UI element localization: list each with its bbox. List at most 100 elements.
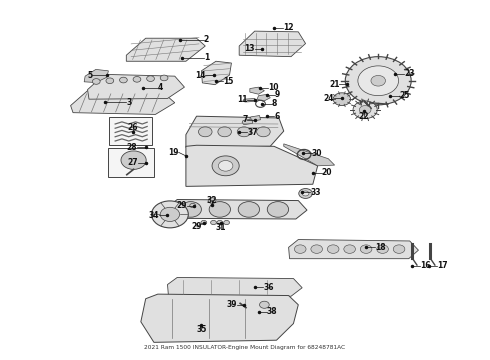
Polygon shape [250,116,261,121]
Circle shape [353,101,377,119]
Text: 30: 30 [312,149,322,158]
Text: 2: 2 [204,36,209,45]
Text: 15: 15 [223,77,234,86]
Circle shape [345,57,411,105]
Bar [108,148,154,177]
Text: 29: 29 [176,201,187,210]
Text: 32: 32 [207,196,217,205]
Circle shape [377,245,389,253]
Circle shape [333,93,351,105]
Polygon shape [88,75,184,99]
Circle shape [190,203,196,208]
Circle shape [237,127,251,137]
Text: 10: 10 [268,84,279,93]
Circle shape [208,198,216,203]
Polygon shape [257,94,270,101]
Polygon shape [289,239,418,259]
Circle shape [201,220,207,225]
Circle shape [393,245,405,253]
Text: 22: 22 [359,112,369,121]
Circle shape [160,75,168,81]
Text: 35: 35 [196,325,207,334]
Text: 19: 19 [168,148,179,157]
Text: 34: 34 [148,211,159,220]
Text: 13: 13 [244,44,255,53]
Circle shape [151,201,188,228]
Circle shape [257,127,270,137]
Text: 33: 33 [310,188,321,197]
Circle shape [217,220,223,225]
Circle shape [121,151,146,169]
Circle shape [223,220,229,225]
Text: 16: 16 [420,261,431,270]
Circle shape [160,207,180,221]
Circle shape [302,191,309,196]
Circle shape [358,66,398,96]
Text: 14: 14 [195,71,205,80]
Text: 23: 23 [404,69,415,78]
Circle shape [133,77,141,82]
Text: 36: 36 [264,283,274,292]
Circle shape [219,161,233,171]
Text: 39: 39 [226,300,237,309]
Text: 18: 18 [375,243,386,252]
Polygon shape [201,61,231,85]
Text: 20: 20 [321,168,332,177]
Circle shape [211,220,217,225]
Polygon shape [243,99,256,102]
Polygon shape [141,294,298,342]
Circle shape [106,78,114,84]
Polygon shape [186,145,318,186]
Text: 5: 5 [87,71,93,80]
Text: 12: 12 [283,23,294,32]
Text: 7: 7 [242,115,247,124]
Circle shape [371,76,386,86]
Circle shape [267,202,289,217]
Circle shape [198,127,212,137]
Polygon shape [239,31,306,57]
Text: 24: 24 [323,94,334,103]
Circle shape [218,127,231,137]
Polygon shape [168,278,302,296]
Circle shape [311,245,322,253]
Circle shape [344,245,355,253]
Text: 38: 38 [267,307,277,316]
Text: 29: 29 [191,221,202,230]
Circle shape [260,301,269,308]
Circle shape [327,245,339,253]
Polygon shape [186,116,284,147]
Circle shape [360,245,372,253]
Text: 27: 27 [128,158,138,167]
Polygon shape [126,38,205,61]
Text: 26: 26 [127,123,138,132]
Text: 21: 21 [329,80,340,89]
Polygon shape [284,144,335,166]
Polygon shape [388,89,397,99]
Text: 28: 28 [127,143,138,152]
Text: 31: 31 [216,223,226,232]
Text: 3: 3 [126,98,131,107]
Polygon shape [250,87,265,94]
Text: 9: 9 [275,90,280,99]
Polygon shape [84,69,108,82]
Text: 6: 6 [274,112,279,121]
Text: 4: 4 [158,84,163,93]
Circle shape [299,189,312,198]
Circle shape [180,202,201,217]
Circle shape [120,77,127,83]
Text: 8: 8 [271,99,277,108]
Circle shape [212,156,239,176]
Polygon shape [71,91,175,114]
Circle shape [209,202,230,217]
Polygon shape [167,199,307,219]
Text: 37: 37 [247,128,258,137]
Circle shape [147,76,154,81]
Text: 2021 Ram 1500 INSULATOR-Engine Mount Diagram for 68248781AC: 2021 Ram 1500 INSULATOR-Engine Mount Dia… [145,345,345,350]
Circle shape [359,105,371,114]
Bar [109,117,152,145]
Circle shape [294,245,306,253]
Text: 25: 25 [399,91,410,100]
Text: 1: 1 [204,53,209,62]
Text: 17: 17 [437,261,448,270]
Circle shape [93,78,100,84]
